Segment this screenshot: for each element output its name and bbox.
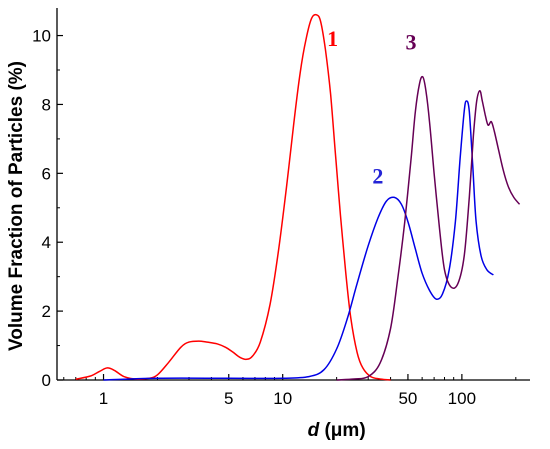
- y-tick-label: 6: [42, 164, 51, 183]
- y-tick-label: 4: [42, 233, 51, 252]
- x-tick-label: 5: [224, 389, 233, 408]
- series-line-1: [75, 13, 391, 381]
- y-axis: 0 2 4 6 8 10: [32, 27, 63, 390]
- x-axis: 1 5 10 50 100: [63, 374, 517, 408]
- x-axis-title-unit: (μm): [319, 420, 365, 441]
- y-tick-label: 10: [32, 27, 51, 46]
- series-label-1: 1: [327, 26, 338, 51]
- x-tick-label: 50: [398, 389, 417, 408]
- series-layer: [75, 13, 521, 381]
- y-tick-label: 0: [42, 371, 51, 390]
- x-tick-label: 100: [448, 389, 476, 408]
- x-axis-title-variable: d: [308, 420, 320, 441]
- series-label-2: 2: [372, 164, 383, 189]
- y-axis-title: Volume Fraction of Particles (%): [6, 61, 27, 351]
- x-tick-label: 10: [273, 389, 292, 408]
- annotation-layer: 1 2 3: [327, 26, 416, 189]
- x-axis-title: d (μm): [308, 420, 366, 441]
- plot-frame: [56, 8, 530, 381]
- y-tick-label: 8: [42, 95, 51, 114]
- series-line-2: [103, 100, 494, 381]
- y-tick-label: 2: [42, 302, 51, 321]
- x-tick-label: 1: [99, 389, 108, 408]
- series-label-3: 3: [405, 29, 416, 54]
- series-line-3: [336, 75, 521, 381]
